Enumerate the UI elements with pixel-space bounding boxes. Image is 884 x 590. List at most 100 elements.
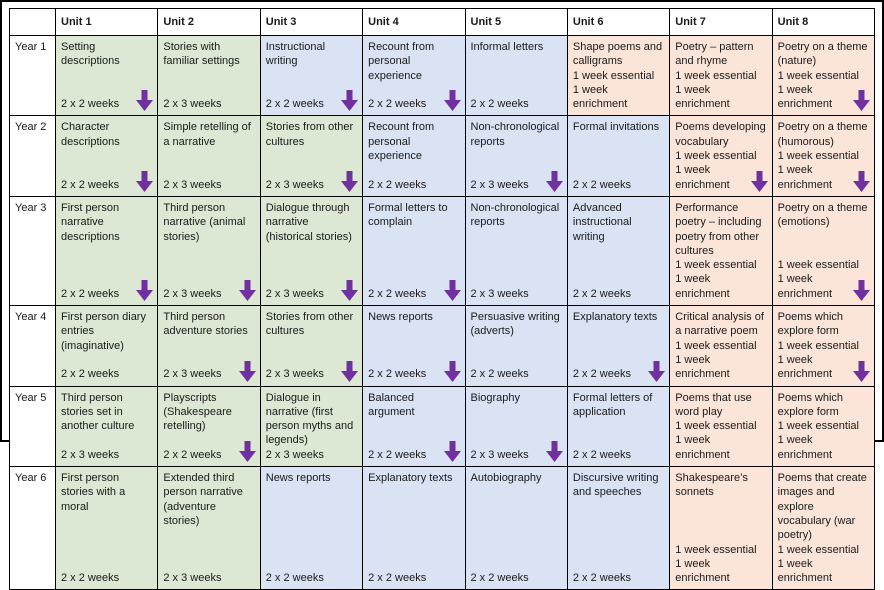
year-label: Year 5 xyxy=(9,385,56,468)
curriculum-cell: Dialogue through narrative (historical s… xyxy=(259,195,364,307)
cell-duration: 2 x 2 weeks xyxy=(368,287,427,300)
cell-title: News reports xyxy=(368,311,433,324)
cell-title: Poems which explore form xyxy=(777,391,844,418)
cell-title: Playscripts (Shakespeare retelling) xyxy=(163,391,232,433)
down-arrow-icon xyxy=(750,170,768,192)
cell-title: Explanatory texts xyxy=(368,472,453,485)
cell-duration: 2 x 2 weeks xyxy=(572,287,631,300)
curriculum-cell: Non-chronological reports 2 x 3 weeks xyxy=(464,195,568,307)
cell-title: Poetry – pattern and rhyme xyxy=(675,41,754,68)
table-row: Year 2 Character descriptions 2 x 2 week… xyxy=(9,115,876,197)
cell-title: First person diary entries (imaginative) xyxy=(61,311,146,352)
cell-duration: 2 x 3 weeks xyxy=(163,572,222,585)
curriculum-cell: Informal letters 2 x 2 weeks xyxy=(464,34,568,117)
curriculum-cell: Stories from other cultures 2 x 3 weeks xyxy=(259,305,364,387)
down-arrow-icon xyxy=(341,170,359,192)
down-arrow-icon xyxy=(341,90,359,112)
curriculum-cell: Character descriptions 2 x 2 weeks xyxy=(54,115,159,197)
curriculum-cell: Formal letters to complain 2 x 2 weeks xyxy=(362,195,466,307)
curriculum-cell: Shakespeare’s sonnets 1 week essential 1… xyxy=(669,466,773,590)
cell-duration: 2 x 2 weeks xyxy=(265,98,324,111)
curriculum-cell: Poetry on a theme (humorous) 1 week esse… xyxy=(771,115,876,197)
cell-title: Poems which explore form xyxy=(777,311,844,338)
unit-header-5: Unit 5 xyxy=(464,8,568,36)
cell-title: Explanatory texts xyxy=(572,311,658,324)
down-arrow-icon xyxy=(648,360,666,382)
unit-header-8: Unit 8 xyxy=(771,8,876,36)
cell-title: Informal letters xyxy=(470,41,544,53)
writing-curriculum-table: Unit 1 Unit 2 Unit 3 Unit 4 Unit 5 Unit … xyxy=(9,8,876,590)
curriculum-cell: Persuasive writing (adverts) 2 x 2 weeks xyxy=(464,305,568,387)
cell-duration: 2 x 3 weeks xyxy=(163,368,222,381)
cell-duration: 2 x 3 weeks xyxy=(61,448,120,461)
unit-header-3: Unit 3 xyxy=(259,8,364,36)
cell-duration: 1 week essential 1 week enrichment xyxy=(675,259,757,300)
curriculum-cell: Third person adventure stories 2 x 3 wee… xyxy=(157,305,261,387)
cell-duration: 2 x 3 weeks xyxy=(265,178,324,191)
cell-duration: 1 week essential 1 week enrichment xyxy=(777,420,859,461)
curriculum-cell: Balanced argument 2 x 2 weeks xyxy=(362,385,466,468)
year-label: Year 1 xyxy=(9,34,56,117)
curriculum-cell: Stories with familiar settings 2 x 3 wee… xyxy=(157,34,261,117)
cell-title: Discursive writing and speeches xyxy=(572,472,659,499)
down-arrow-icon xyxy=(853,90,870,112)
cell-duration: 2 x 2 weeks xyxy=(470,368,529,381)
cell-title: Formal letters to complain xyxy=(368,201,448,229)
cell-title: Poetry on a theme (humorous) xyxy=(777,121,868,148)
cell-title: Persuasive writing (adverts) xyxy=(470,311,560,338)
cell-title: Stories from other cultures xyxy=(265,121,354,148)
down-arrow-icon xyxy=(443,441,461,463)
cell-duration: 2 x 3 weeks xyxy=(163,287,222,300)
corner-cell xyxy=(9,8,56,36)
curriculum-cell: Biography 2 x 3 weeks xyxy=(464,385,568,468)
year-label: Year 3 xyxy=(9,195,56,307)
year-label: Year 4 xyxy=(9,305,56,387)
cell-title: Third person adventure stories xyxy=(163,311,248,338)
curriculum-cell: Third person stories set in another cult… xyxy=(54,385,159,468)
curriculum-cell: Formal invitations 2 x 2 weeks xyxy=(566,115,671,197)
curriculum-cell: Poetry – pattern and rhyme 1 week essent… xyxy=(669,34,773,117)
cell-title: Extended third person narrative (adventu… xyxy=(163,472,243,527)
curriculum-cell: Recount from personal experience 2 x 2 w… xyxy=(362,34,466,117)
curriculum-cell: Formal letters of application 2 x 2 week… xyxy=(566,385,671,468)
cell-duration: 2 x 2 weeks xyxy=(470,98,529,111)
cell-title: Recount from personal experience xyxy=(368,121,435,163)
down-arrow-icon xyxy=(443,360,461,382)
cell-duration: 2 x 2 weeks xyxy=(61,178,120,191)
cell-title: Poetry on a theme (nature) xyxy=(777,41,868,68)
curriculum-cell: First person narrative descriptions 2 x … xyxy=(54,195,159,307)
cell-duration: 2 x 2 weeks xyxy=(61,368,120,381)
down-arrow-icon xyxy=(545,441,563,463)
cell-title: Setting descriptions xyxy=(61,41,120,68)
down-arrow-icon xyxy=(136,90,154,112)
cell-duration: 2 x 2 weeks xyxy=(470,572,529,585)
cell-title: Advanced instructional writing xyxy=(572,201,632,243)
cell-duration: 1 week essential 1 week enrichment xyxy=(675,339,757,381)
cell-title: First person narrative descriptions xyxy=(61,201,120,243)
curriculum-cell: Poems which explore form 1 week essentia… xyxy=(771,305,876,387)
down-arrow-icon xyxy=(136,280,154,302)
curriculum-cell: Advanced instructional writing 2 x 2 wee… xyxy=(566,195,671,307)
curriculum-cell: News reports 2 x 2 weeks xyxy=(362,305,466,387)
cell-title: Formal invitations xyxy=(572,121,660,134)
cell-title: Critical analysis of a narrative poem xyxy=(675,311,764,338)
cell-duration: 2 x 2 weeks xyxy=(61,287,120,300)
cell-duration: 2 x 3 weeks xyxy=(470,287,529,300)
cell-duration: 2 x 2 weeks xyxy=(61,98,120,111)
curriculum-cell: Poetry on a theme (nature) 1 week essent… xyxy=(771,34,876,117)
cell-duration: 2 x 2 weeks xyxy=(368,98,427,111)
down-arrow-icon xyxy=(853,360,870,382)
curriculum-cell: Poems that use word play 1 week essentia… xyxy=(669,385,773,468)
cell-title: Stories from other cultures xyxy=(265,311,354,338)
cell-title: Shape poems and calligrams xyxy=(572,41,663,68)
curriculum-cell: Poems developing vocabulary 1 week essen… xyxy=(669,115,773,197)
cell-duration: 1 week essential 1 week enrichment xyxy=(777,543,859,585)
curriculum-cell: Poems which explore form 1 week essentia… xyxy=(771,385,876,468)
down-arrow-icon xyxy=(238,360,256,382)
curriculum-cell: Discursive writing and speeches 2 x 2 we… xyxy=(566,466,671,590)
cell-title: Non-chronological reports xyxy=(470,121,560,148)
cell-duration: 1 week essential 1 week enrichment xyxy=(777,150,859,191)
down-arrow-icon xyxy=(443,280,461,302)
unit-header-2: Unit 2 xyxy=(157,8,261,36)
cell-duration: 2 x 2 weeks xyxy=(572,368,631,381)
